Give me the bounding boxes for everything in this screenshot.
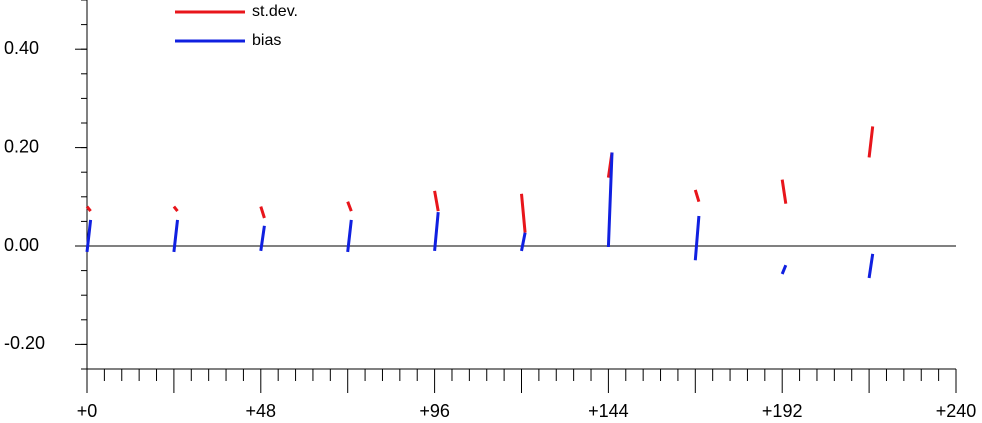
y-tick-label: 0.40	[4, 38, 39, 58]
legend-label: st.dev.	[252, 3, 298, 20]
x-tick-label: +144	[588, 401, 629, 421]
x-tick-label: +0	[77, 401, 98, 421]
legend-label: bias	[252, 32, 281, 49]
x-tick-label: +192	[762, 401, 803, 421]
y-tick-label: 0.00	[4, 235, 39, 255]
x-tick-label: +96	[419, 401, 450, 421]
x-tick-label: +240	[936, 401, 977, 421]
y-tick-label: -0.20	[4, 333, 45, 353]
x-tick-label: +48	[246, 401, 277, 421]
y-tick-label: 0.20	[4, 136, 39, 156]
series-line	[85, 152, 875, 279]
series-line	[85, 126, 875, 233]
